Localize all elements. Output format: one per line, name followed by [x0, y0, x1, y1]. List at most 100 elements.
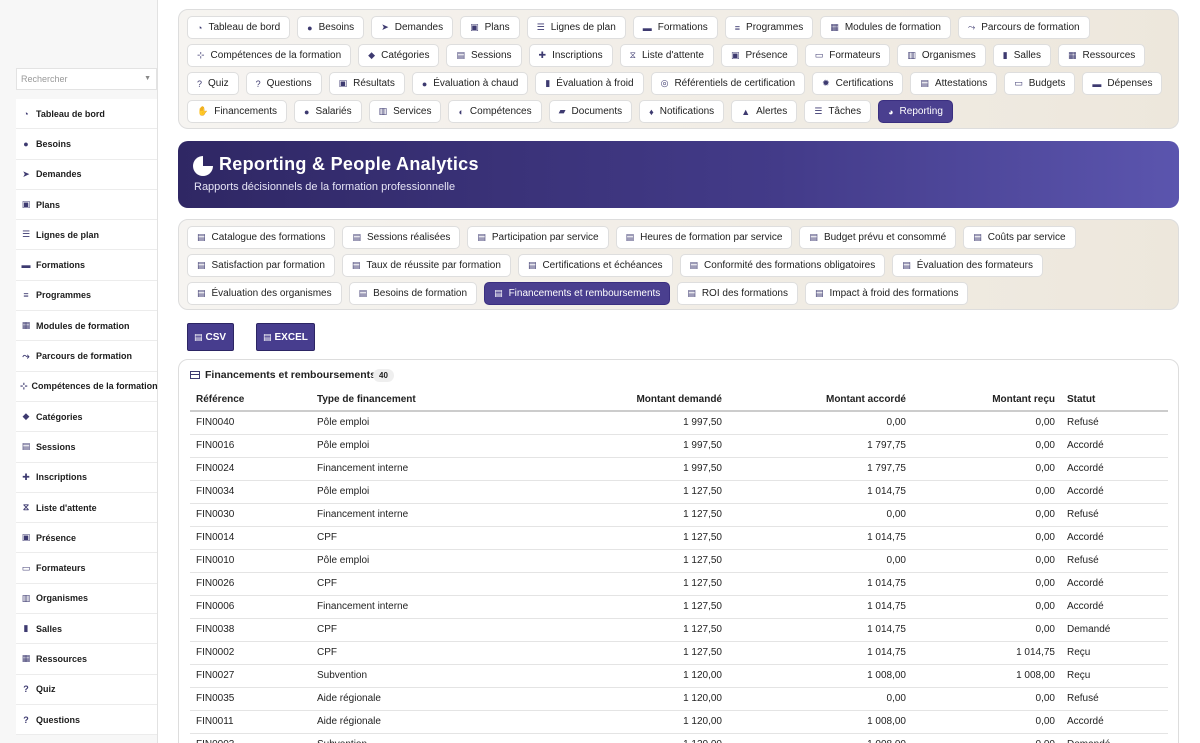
sidebar-item[interactable]: ✚ Inscriptions: [16, 463, 157, 493]
module-tab[interactable]: ▲ Alertes: [731, 100, 798, 123]
module-tab[interactable]: ✹ Certifications: [812, 72, 904, 95]
sidebar-item[interactable]: ☰ Lignes de plan: [16, 220, 157, 251]
module-tab[interactable]: ▦ Ressources: [1057, 44, 1146, 67]
module-tab[interactable]: ♦ Notifications: [639, 100, 725, 123]
report-tab[interactable]: ▤ Financements et remboursements: [484, 282, 671, 305]
report-tab[interactable]: ▤ Évaluation des organismes: [187, 282, 342, 305]
column-header-amount-requested[interactable]: Montant demandé: [471, 388, 728, 412]
report-tab[interactable]: ▤ Besoins de formation: [348, 282, 478, 305]
sidebar-item[interactable]: ▭ Formateurs: [16, 553, 157, 584]
sidebar-search-select[interactable]: Rechercher ▼: [16, 68, 157, 90]
module-tab[interactable]: ▥ Organismes: [897, 44, 986, 67]
module-tab[interactable]: ◔ Tableau de bord: [187, 16, 291, 39]
module-tab[interactable]: ◕ Reporting: [878, 100, 953, 123]
report-tab[interactable]: ▤ ROI des formations: [677, 282, 798, 305]
sidebar-item[interactable]: ⊹ Compétences de la formation: [16, 372, 158, 402]
column-header-status[interactable]: Statut: [1061, 388, 1168, 412]
module-tab[interactable]: ◆ Catégories: [358, 44, 440, 67]
module-tab[interactable]: ◎ Référentiels de certification: [650, 72, 806, 95]
sidebar-item[interactable]: ▣ Plans: [16, 190, 157, 221]
module-tab[interactable]: ☰ Lignes de plan: [526, 16, 626, 39]
module-tab[interactable]: ● Évaluation à chaud: [411, 72, 529, 95]
report-tab[interactable]: ▤ Budget prévu et consommé: [799, 226, 957, 249]
user-plus-icon: ✚: [22, 471, 30, 482]
sidebar-item[interactable]: ▤ Sessions: [16, 432, 157, 463]
module-tab[interactable]: ▥ Services: [368, 100, 442, 123]
cell-reference: FIN0034: [190, 480, 311, 504]
module-tab[interactable]: ● Salariés: [294, 100, 362, 123]
sidebar-item[interactable]: ▥ Organismes: [16, 584, 157, 615]
module-chips: ◔ Tableau de bord ● Besoins ➤ Demandes ▣ Plans ☰…: [187, 16, 1170, 123]
export-excel-button[interactable]: ▤ EXCEL: [256, 323, 315, 351]
sidebar-item[interactable]: ⤳ Parcours de formation: [16, 341, 157, 372]
sidebar-item[interactable]: ▮ Salles: [16, 614, 157, 645]
module-tab-label: Compétences de la formation: [210, 50, 342, 61]
report-tab[interactable]: ▤ Catalogue des formations: [187, 226, 336, 249]
module-tab[interactable]: ▤ Sessions: [446, 44, 522, 67]
module-tab[interactable]: ≡ Programmes: [724, 16, 814, 39]
report-tab[interactable]: ▤ Satisfaction par formation: [187, 254, 335, 277]
report-tab[interactable]: ▤ Évaluation des formateurs: [892, 254, 1043, 277]
module-tab[interactable]: ▬ Dépenses: [1082, 72, 1163, 95]
report-tab[interactable]: ▤ Heures de formation par service: [615, 226, 793, 249]
module-tab[interactable]: ? Quiz: [187, 72, 239, 95]
sidebar-item[interactable]: ≡ Programmes: [16, 281, 157, 312]
table-row: FIN0040 Pôle emploi 1 997,50 0,00 0,00 Refusé: [190, 411, 1168, 435]
sidebar-item[interactable]: ? Questions: [16, 705, 157, 736]
module-tab[interactable]: ▣ Résultats: [328, 72, 405, 95]
module-tab-label: Documents: [571, 106, 623, 117]
module-tab[interactable]: ▤ Attestations: [910, 72, 998, 95]
sidebar-item[interactable]: ? Quiz: [16, 675, 157, 705]
column-header-reference[interactable]: Référence: [190, 388, 311, 412]
column-header-type[interactable]: Type de financement: [311, 388, 471, 412]
module-tab-label: Reporting: [899, 106, 943, 117]
module-tab[interactable]: ☰ Tâches: [804, 100, 872, 123]
module-tab[interactable]: ✚ Inscriptions: [528, 44, 613, 67]
module-tab[interactable]: ◐ Compétences: [448, 100, 542, 123]
report-tab[interactable]: ▤ Certifications et échéances: [517, 254, 673, 277]
module-tab[interactable]: ▣ Plans: [460, 16, 520, 39]
module-tab[interactable]: ⊹ Compétences de la formation: [187, 44, 352, 67]
cell-reference: FIN0014: [190, 526, 311, 550]
report-tab[interactable]: ▤ Conformité des formations obligatoires: [679, 254, 886, 277]
module-tab[interactable]: ➤ Demandes: [371, 16, 454, 39]
sidebar-item[interactable]: ● Besoins: [16, 129, 157, 160]
module-tab[interactable]: ▦ Modules de formation: [820, 16, 951, 39]
sidebar-item[interactable]: ▦ Modules de formation: [16, 311, 157, 342]
cell-reference: FIN0003: [190, 733, 311, 743]
module-tab-label: Tâches: [828, 106, 862, 117]
export-csv-button[interactable]: ▤ CSV: [187, 323, 234, 351]
column-header-amount-received[interactable]: Montant reçu: [912, 388, 1061, 412]
sidebar-item[interactable]: ▣ Présence: [16, 523, 157, 554]
sidebar-item[interactable]: ◔ Tableau de bord: [16, 99, 157, 130]
module-tab[interactable]: ▬ Formations: [632, 16, 718, 39]
module-tab[interactable]: ▭ Budgets: [1004, 72, 1076, 95]
module-tab[interactable]: ▣ Présence: [720, 44, 798, 67]
module-tab[interactable]: ▮ Évaluation à froid: [535, 72, 644, 95]
file-icon: ▤: [197, 232, 206, 242]
module-tab[interactable]: ⤳ Parcours de formation: [957, 16, 1090, 39]
report-tab[interactable]: ▤ Impact à froid des formations: [804, 282, 969, 305]
module-tab[interactable]: ● Besoins: [297, 16, 365, 39]
file-icon: ▤: [197, 288, 206, 298]
cell-amount-requested: 1 120,00: [471, 733, 728, 743]
report-tab[interactable]: ▤ Sessions réalisées: [342, 226, 461, 249]
module-tab[interactable]: ▰ Documents: [548, 100, 633, 123]
report-tab-label: Impact à froid des formations: [829, 288, 959, 299]
sidebar-item[interactable]: ⧖ Liste d'attente: [16, 493, 157, 524]
sidebar-item[interactable]: ➤ Demandes: [16, 160, 157, 190]
report-tab[interactable]: ▤ Participation par service: [467, 226, 609, 249]
module-tab[interactable]: ✋ Financements: [187, 100, 288, 123]
module-tab[interactable]: ⧖ Liste d'attente: [619, 44, 714, 67]
cell-amount-received: 0,00: [912, 618, 1061, 642]
module-tab[interactable]: ? Questions: [245, 72, 322, 95]
module-tab[interactable]: ▮ Salles: [992, 44, 1051, 67]
sidebar-item[interactable]: ◆ Catégories: [16, 402, 157, 433]
column-header-amount-granted[interactable]: Montant accordé: [728, 388, 912, 412]
sidebar-item[interactable]: ▦ Ressources: [16, 644, 157, 675]
report-tab[interactable]: ▤ Coûts par service: [963, 226, 1076, 249]
module-tab[interactable]: ▭ Formateurs: [804, 44, 891, 67]
building-icon: ▥: [21, 592, 31, 603]
sidebar-item[interactable]: ▬ Formations: [16, 250, 157, 281]
report-tab[interactable]: ▤ Taux de réussite par formation: [341, 254, 511, 277]
